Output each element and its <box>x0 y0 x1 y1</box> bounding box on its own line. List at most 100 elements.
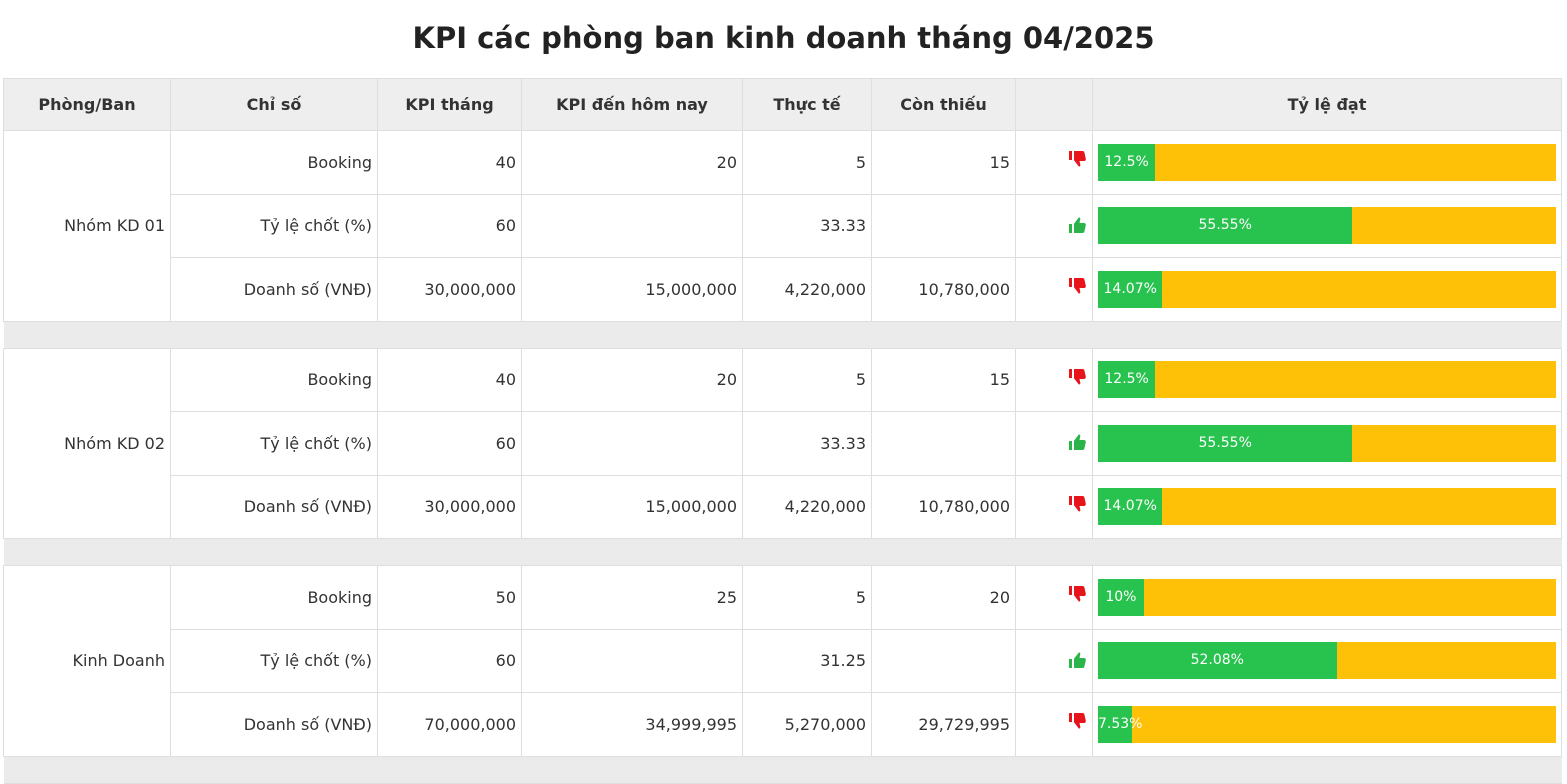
status-cell <box>1015 257 1093 322</box>
table-row: Doanh số (VNĐ) 30,000,000 15,000,000 4,220,… <box>4 474 1562 539</box>
progress-bar-fill: 12.5% <box>1098 143 1156 181</box>
kpi-today-value: 25 <box>521 565 743 630</box>
rate-cell: 12.5% <box>1092 130 1562 195</box>
header-status <box>1015 78 1093 131</box>
actual-value: 5 <box>742 347 872 412</box>
header-remaining: Còn thiếu <box>871 78 1016 131</box>
remaining-value: 10,780,000 <box>871 474 1016 539</box>
dept-name: Kinh Doanh <box>3 565 171 757</box>
progress-bar-fill: 10% <box>1098 578 1144 616</box>
dept-name: Nhóm KD 02 <box>3 347 171 539</box>
thumbs-down-icon <box>1067 495 1087 519</box>
actual-value: 4,220,000 <box>742 474 872 539</box>
thumbs-down-icon <box>1067 368 1087 392</box>
metric-label: Doanh số (VNĐ) <box>170 692 378 757</box>
status-cell <box>1015 411 1093 476</box>
status-cell <box>1015 130 1093 195</box>
kpi-today-value <box>521 193 743 258</box>
header-actual: Thực tế <box>742 78 872 131</box>
thumbs-up-icon <box>1067 649 1087 673</box>
page-title: KPI các phòng ban kinh doanh tháng 04/20… <box>412 21 1155 55</box>
progress-bar: 10% <box>1098 578 1556 616</box>
kpi-today-value: 20 <box>521 130 743 195</box>
table-row: Kinh Doanh Booking 50 25 5 20 10% <box>3 565 1562 757</box>
thumbs-down-icon <box>1067 150 1087 174</box>
table-row: Doanh số (VNĐ) 30,000,000 15,000,000 4,220,… <box>4 257 1562 322</box>
progress-bar-fill: 7.53% <box>1098 705 1142 743</box>
progress-bar-fill: 14.07% <box>1098 270 1163 308</box>
metric-label: Booking <box>170 565 378 630</box>
status-cell <box>1015 347 1093 412</box>
kpi-month-value: 40 <box>377 347 522 412</box>
group-separator <box>3 755 1562 784</box>
table-row: Tỷ lệ chốt (%) 60 33.33 55.55% <box>4 411 1562 476</box>
actual-value: 5 <box>742 565 872 630</box>
rate-cell: 14.07% <box>1092 474 1562 539</box>
kpi-today-value: 15,000,000 <box>521 474 743 539</box>
metric-label: Tỷ lệ chốt (%) <box>170 411 378 476</box>
kpi-month-value: 30,000,000 <box>377 474 522 539</box>
progress-bar: 12.5% <box>1098 143 1556 181</box>
actual-value: 33.33 <box>742 193 872 258</box>
kpi-month-value: 50 <box>377 565 522 630</box>
kpi-today-value <box>521 628 743 693</box>
progress-bar: 14.07% <box>1098 488 1556 526</box>
progress-bar-fill: 55.55% <box>1098 207 1353 245</box>
header-rate: Tỷ lệ đạt <box>1092 78 1562 131</box>
metric-label: Doanh số (VNĐ) <box>170 474 378 539</box>
kpi-month-value: 30,000,000 <box>377 257 522 322</box>
remaining-value <box>871 193 1016 258</box>
group-separator <box>3 538 1562 566</box>
progress-bar: 12.5% <box>1098 361 1556 399</box>
kpi-table: Phòng/Ban Chỉ số KPI tháng KPI đến hôm n… <box>3 78 1562 784</box>
remaining-value: 15 <box>871 130 1016 195</box>
table-row: Doanh số (VNĐ) 70,000,000 34,999,995 5,270,… <box>4 692 1562 757</box>
kpi-month-value: 70,000,000 <box>377 692 522 757</box>
actual-value: 5 <box>742 130 872 195</box>
table-row: Tỷ lệ chốt (%) 60 31.25 52.08% <box>4 628 1562 693</box>
metric-label: Doanh số (VNĐ) <box>170 257 378 322</box>
status-cell <box>1015 474 1093 539</box>
actual-value: 33.33 <box>742 411 872 476</box>
metric-label: Booking <box>170 347 378 412</box>
thumbs-up-icon <box>1067 214 1087 238</box>
kpi-today-value: 20 <box>521 347 743 412</box>
progress-bar: 14.07% <box>1098 270 1556 308</box>
actual-value: 5,270,000 <box>742 692 872 757</box>
status-cell <box>1015 692 1093 757</box>
progress-bar: 55.55% <box>1098 424 1556 462</box>
kpi-today-value: 15,000,000 <box>521 257 743 322</box>
progress-bar: 7.53% <box>1098 705 1556 743</box>
metric-label: Booking <box>170 130 378 195</box>
kpi-month-value: 40 <box>377 130 522 195</box>
header-kpi-today: KPI đến hôm nay <box>521 78 743 131</box>
kpi-month-value: 60 <box>377 193 522 258</box>
progress-bar-fill: 55.55% <box>1098 424 1353 462</box>
progress-bar-fill: 14.07% <box>1098 488 1163 526</box>
remaining-value: 10,780,000 <box>871 257 1016 322</box>
dept-name: Nhóm KD 01 <box>3 130 171 322</box>
header-metric: Chỉ số <box>170 78 378 131</box>
metric-label: Tỷ lệ chốt (%) <box>170 193 378 258</box>
rate-cell: 55.55% <box>1092 411 1562 476</box>
progress-bar-fill: 52.08% <box>1098 642 1337 680</box>
metric-label: Tỷ lệ chốt (%) <box>170 628 378 693</box>
remaining-value: 15 <box>871 347 1016 412</box>
table-header-row: Phòng/Ban Chỉ số KPI tháng KPI đến hôm n… <box>3 78 1562 131</box>
kpi-month-value: 60 <box>377 628 522 693</box>
header-kpi-month: KPI tháng <box>377 78 522 131</box>
rate-cell: 10% <box>1092 565 1562 630</box>
progress-bar-fill: 12.5% <box>1098 361 1156 399</box>
remaining-value <box>871 411 1016 476</box>
rate-cell: 14.07% <box>1092 257 1562 322</box>
progress-bar: 55.55% <box>1098 207 1556 245</box>
actual-value: 4,220,000 <box>742 257 872 322</box>
remaining-value: 20 <box>871 565 1016 630</box>
status-cell <box>1015 565 1093 630</box>
table-row: Nhóm KD 02 Booking 40 20 5 15 12.5% <box>3 347 1562 539</box>
rate-cell: 55.55% <box>1092 193 1562 258</box>
remaining-value <box>871 628 1016 693</box>
header-dept: Phòng/Ban <box>3 78 171 131</box>
status-cell <box>1015 628 1093 693</box>
status-cell <box>1015 193 1093 258</box>
